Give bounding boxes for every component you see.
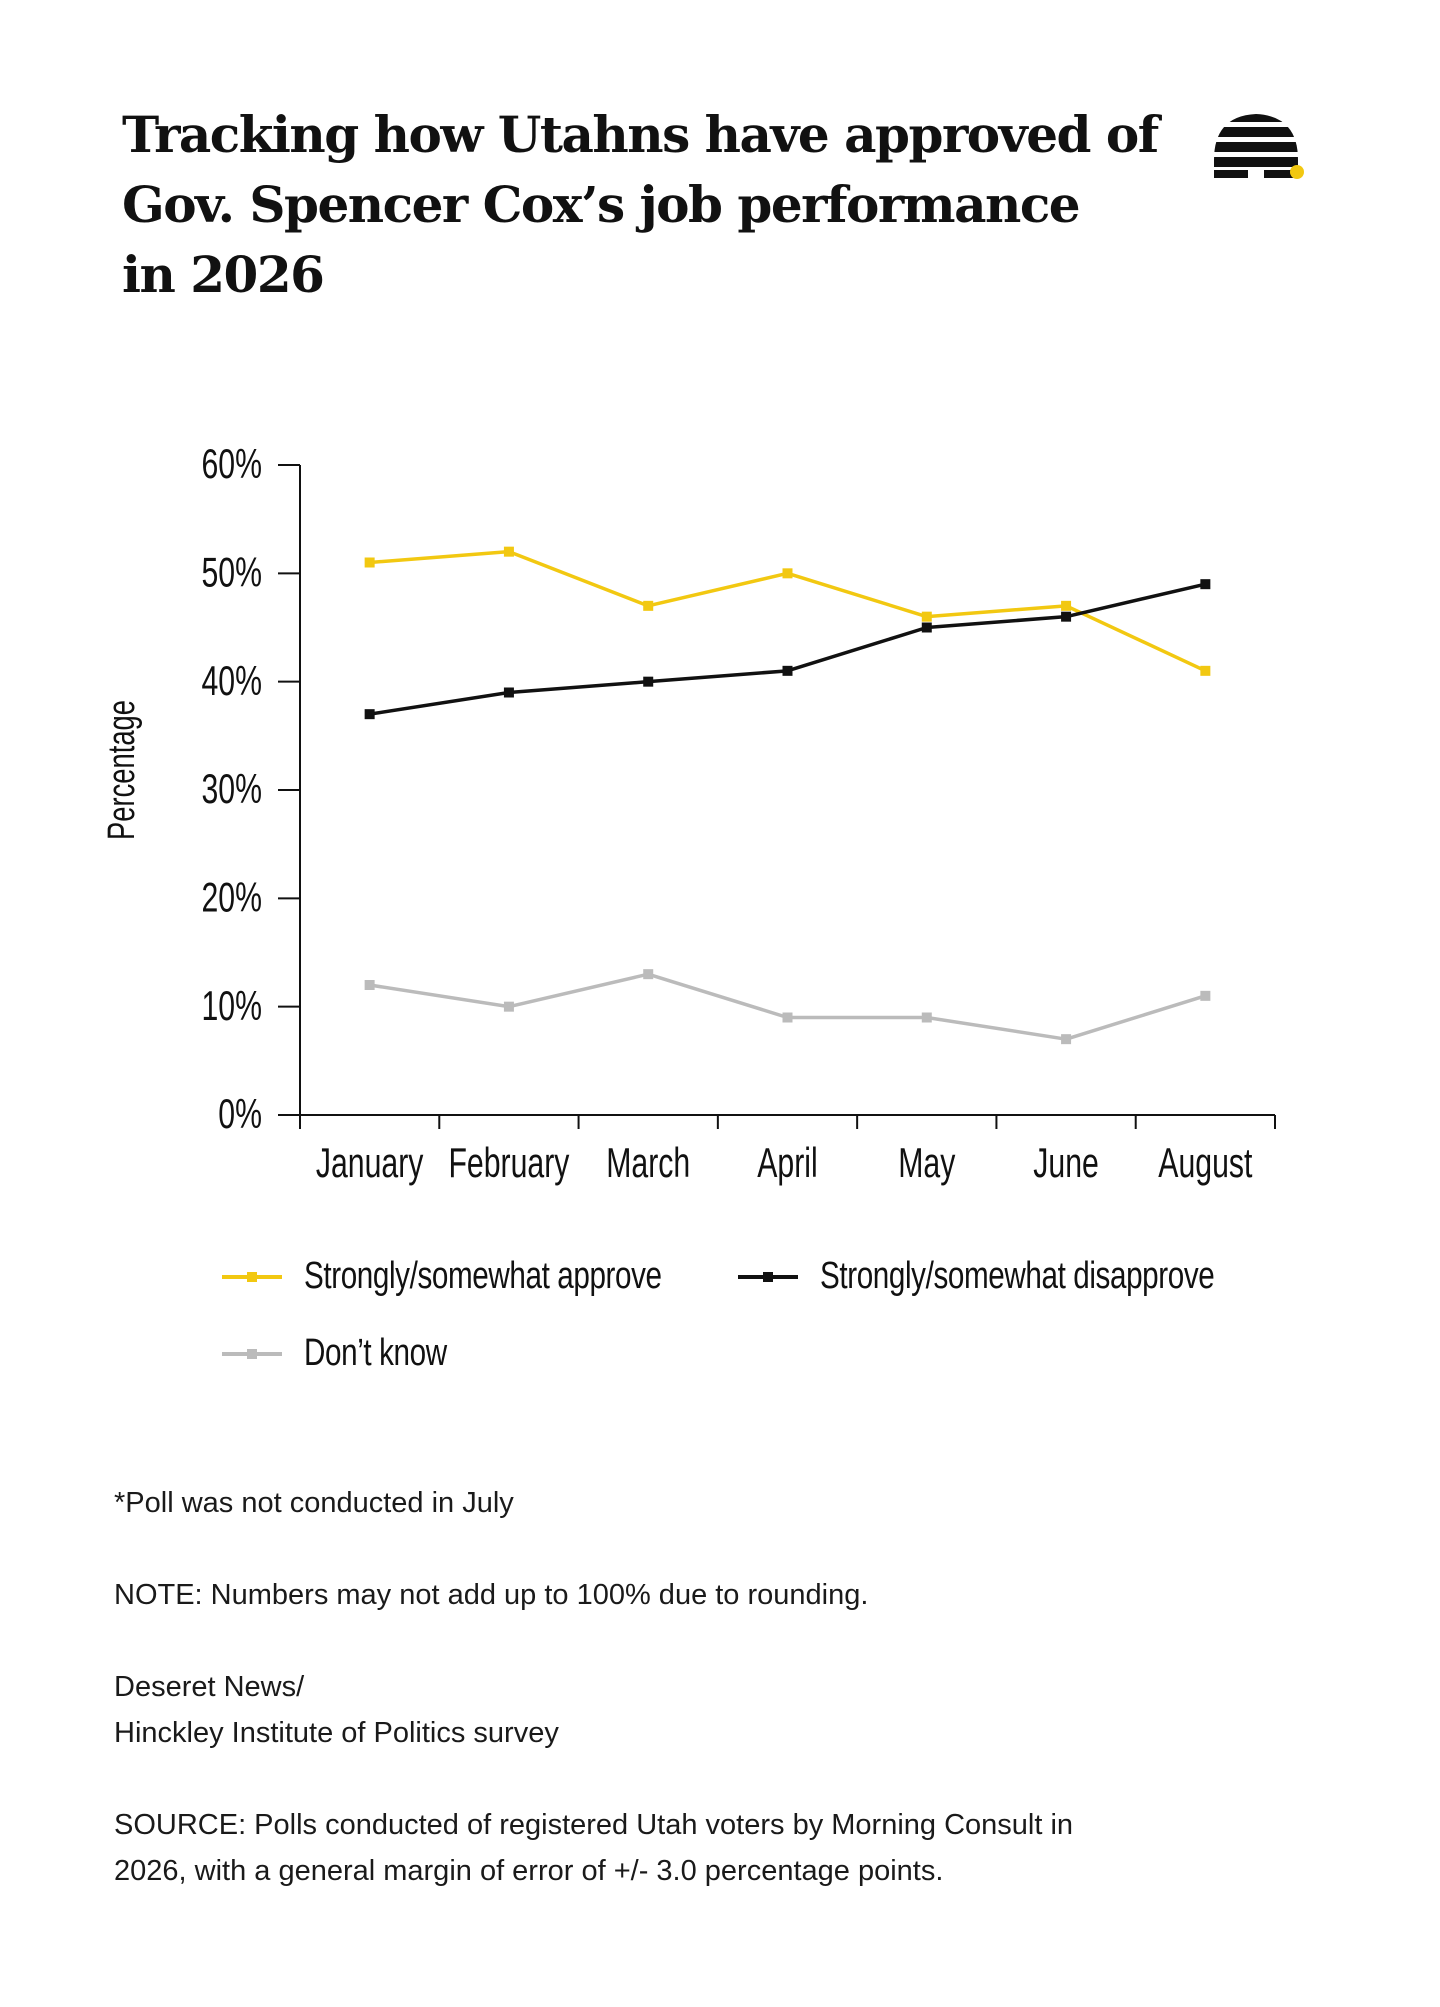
x-tick-label: January	[316, 1139, 424, 1186]
legend-item-approve: Strongly/somewhat approve	[222, 1255, 763, 1298]
chart-notes: *Poll was not conducted in July NOTE: Nu…	[114, 1480, 1264, 1940]
chart-series	[364, 546, 1211, 1045]
credit: Deseret News/ Hinckley Institute of Poli…	[114, 1664, 1264, 1756]
chart-labels: 0% 10% 20% 30% 40% 50% 60% January February March…	[101, 440, 1253, 1186]
legend-item-dont-know: Don’t know	[222, 1332, 487, 1375]
data-point	[782, 1012, 793, 1023]
data-point	[921, 1012, 932, 1023]
y-tick-label: 10%	[201, 982, 262, 1029]
data-point	[921, 611, 932, 622]
data-point	[364, 709, 375, 720]
legend-marker	[763, 1271, 773, 1282]
data-point	[1200, 579, 1211, 590]
y-tick-label: 60%	[201, 440, 262, 487]
legend-swatch-disapprove	[738, 1262, 798, 1292]
legend-marker	[247, 1271, 257, 1282]
logo-dot	[1290, 165, 1304, 179]
data-point	[503, 1001, 514, 1012]
source-line: SOURCE: Polls conducted of registered Ut…	[114, 1809, 1074, 1841]
data-point	[921, 622, 932, 633]
x-tick-label: February	[448, 1139, 570, 1186]
data-point	[1200, 665, 1211, 676]
footnote: *Poll was not conducted in July	[114, 1487, 514, 1519]
chart-axes	[278, 464, 1276, 1129]
data-point	[782, 568, 793, 579]
title-line: Tracking how Utahns have approved of	[122, 105, 1159, 164]
data-point	[643, 676, 654, 687]
data-point	[782, 665, 793, 676]
x-tick-label: August	[1158, 1139, 1252, 1186]
rounding-note: NOTE: Numbers may not add up to 100% due…	[114, 1579, 869, 1611]
series-line	[367, 582, 1208, 716]
data-point	[364, 980, 375, 990]
legend-label-approve: Strongly/somewhat approve	[304, 1255, 662, 1297]
chart-title: Tracking how Utahns have approved of Gov…	[122, 100, 1159, 310]
data-point	[1061, 600, 1072, 611]
y-tick-label: 40%	[201, 657, 262, 704]
source-line: 2026, with a general margin of error of …	[114, 1855, 944, 1887]
line-chart: 0% 10% 20% 30% 40% 50% 60% January February March…	[101, 440, 1276, 1186]
beehive-icon	[1214, 114, 1304, 179]
chart-legend: Strongly/somewhat approve Strongly/somew…	[0, 1240, 1440, 1400]
title-line: in 2026	[122, 245, 325, 304]
data-point	[503, 546, 514, 557]
data-point	[1061, 611, 1072, 622]
data-point	[643, 600, 654, 611]
data-point	[364, 557, 375, 568]
data-point	[503, 687, 514, 698]
x-tick-label: April	[757, 1139, 817, 1186]
data-point	[1061, 1034, 1072, 1045]
credit-line: Deseret News/	[114, 1671, 305, 1703]
legend-swatch-dont-know	[222, 1339, 282, 1369]
title-line: Gov. Spencer Cox’s job performance	[122, 175, 1081, 234]
y-tick-label: 20%	[201, 874, 262, 921]
series-line	[367, 972, 1208, 1041]
data-point	[1200, 990, 1211, 1001]
legend-label-dont-know: Don’t know	[304, 1332, 447, 1374]
credit-line: Hinckley Institute of Politics survey	[114, 1717, 559, 1749]
x-tick-label: June	[1033, 1139, 1099, 1186]
y-tick-label: 50%	[201, 549, 262, 596]
legend-swatch-approve	[222, 1262, 282, 1292]
source: SOURCE: Polls conducted of registered Ut…	[114, 1802, 1264, 1894]
y-axis-title: Percentage	[101, 700, 143, 840]
legend-label-disapprove: Strongly/somewhat disapprove	[820, 1255, 1215, 1297]
x-tick-label: March	[606, 1139, 690, 1186]
x-tick-label: May	[898, 1139, 956, 1186]
data-point	[643, 969, 654, 980]
legend-item-disapprove: Strongly/somewhat disapprove	[738, 1255, 1326, 1298]
legend-marker	[247, 1348, 257, 1359]
y-tick-label: 0%	[218, 1090, 262, 1137]
y-tick-label: 30%	[201, 765, 262, 812]
